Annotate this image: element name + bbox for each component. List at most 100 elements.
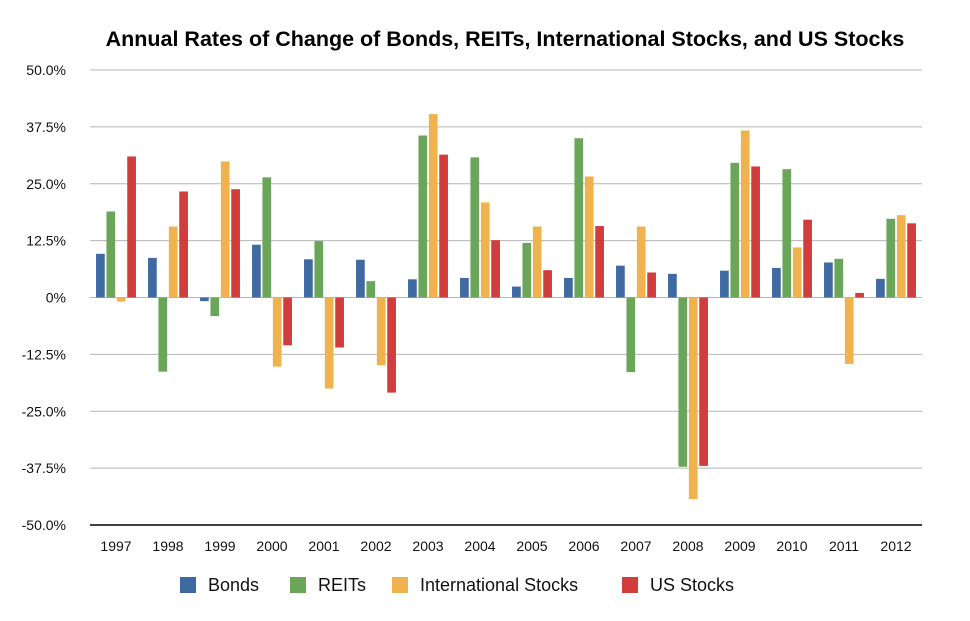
bar-us-stocks-2002 [387,297,396,393]
bar-us-stocks-1997 [127,156,136,298]
legend-swatch [622,577,638,593]
x-tick-label: 2008 [672,538,703,554]
x-tick-label: 2001 [308,538,339,554]
bar-international-stocks-2006 [584,176,594,298]
bar-bonds-2000 [252,244,261,298]
legend-item-international-stocks: International Stocks [392,573,578,597]
bar-bonds-1998 [148,257,157,298]
legend-swatch [392,577,408,593]
bar-us-stocks-2000 [283,297,292,346]
x-tick-label: 2006 [568,538,599,554]
bar-us-stocks-2005 [543,270,552,298]
bar-bonds-2004 [460,277,469,298]
legend: Bonds REITs International Stocks US Stocks [0,573,970,597]
legend-swatch [180,577,196,593]
x-tick-label: 2010 [776,538,807,554]
legend-label: US Stocks [650,574,735,595]
bar-reits-2000 [262,177,272,298]
x-axis-labels: 1997 1998 1999 2000 2001 2002 2003 2004 2005 2006… [100,538,911,554]
x-tick-label: 1998 [152,538,183,554]
bar-us-stocks-2006 [595,226,604,298]
bar-reits-2002 [366,281,376,298]
bar-bonds-2006 [564,277,573,298]
bar-reits-2005 [522,242,532,298]
bar-reits-2010 [782,169,792,298]
bar-bonds-2012 [876,278,885,298]
bar-reits-2009 [730,162,740,298]
bar-bonds-2008 [668,273,677,298]
bar-reits-2012 [886,218,896,298]
bar-us-stocks-1998 [179,191,188,298]
x-tick-label: 2000 [256,538,287,554]
y-tick-label: 12.5% [26,233,66,249]
bar-international-stocks-2010 [792,247,802,298]
chart-title: Annual Rates of Change of Bonds, REITs, … [105,27,905,51]
bar-international-stocks-2002 [376,297,386,366]
bar-us-stocks-2001 [335,297,344,348]
bar-us-stocks-2009 [751,166,760,298]
bar-international-stocks-1997 [116,297,126,302]
bar-reits-1998 [158,297,168,372]
bar-bonds-2001 [304,259,313,298]
bar-international-stocks-2004 [480,202,490,298]
bar-reits-2003 [418,135,428,298]
bar-bonds-2007 [616,265,625,298]
bar-international-stocks-2005 [532,226,542,298]
legend-item-bonds: Bonds [180,573,259,597]
bar-international-stocks-2001 [324,297,334,389]
bar-bonds-2011 [824,262,833,298]
bar-international-stocks-2007 [636,226,646,298]
bar-international-stocks-2009 [740,130,750,298]
y-tick-label: -25.0% [22,403,66,419]
bar-reits-1997 [106,211,116,298]
x-tick-label: 2002 [360,538,391,554]
bar-international-stocks-2003 [428,114,438,298]
bar-bonds-2003 [408,279,417,298]
bar-international-stocks-2012 [896,215,906,298]
bar-us-stocks-2008 [699,297,708,466]
y-tick-label: -12.5% [22,346,66,362]
bar-reits-2007 [626,297,636,373]
bar-bonds-2002 [356,259,365,298]
legend-label: Bonds [208,574,260,595]
y-tick-label: 0% [46,290,66,306]
bar-reits-2006 [574,138,584,298]
bar-bonds-2005 [512,286,521,298]
bar-bonds-2009 [720,270,729,298]
bars [96,114,916,500]
bar-us-stocks-2007 [647,272,656,298]
x-tick-label: 1999 [204,538,235,554]
x-tick-label: 2003 [412,538,443,554]
y-tick-label: -50.0% [22,517,66,533]
y-tick-label: 25.0% [26,176,66,192]
x-tick-label: 1997 [100,538,131,554]
bar-bonds-1999 [200,297,209,302]
x-tick-label: 2012 [880,538,911,554]
x-tick-label: 2009 [724,538,755,554]
bar-reits-2011 [834,258,844,298]
bar-us-stocks-2004 [491,240,500,298]
x-tick-label: 2011 [829,538,859,554]
bar-international-stocks-1999 [220,161,230,298]
x-tick-label: 2004 [464,538,495,554]
bar-international-stocks-2011 [844,297,854,364]
bar-bonds-1997 [96,253,105,298]
y-tick-label: -37.5% [22,460,66,476]
legend-swatch [290,577,306,593]
bar-us-stocks-1999 [231,189,240,298]
x-tick-label: 2005 [516,538,547,554]
bar-us-stocks-2011 [855,292,864,298]
legend-label: International Stocks [420,574,579,595]
bar-reits-2004 [470,157,480,298]
bar-bonds-2010 [772,267,781,298]
y-tick-label: 50.0% [26,62,66,78]
y-tick-label: 37.5% [26,119,66,135]
legend-item-us-stocks: US Stocks [622,573,734,597]
bar-international-stocks-2008 [688,297,698,500]
bar-reits-1999 [210,297,220,317]
bar-us-stocks-2010 [803,219,812,298]
bar-reits-2001 [314,241,324,298]
bar-us-stocks-2012 [907,223,916,298]
bar-reits-2008 [678,297,688,467]
